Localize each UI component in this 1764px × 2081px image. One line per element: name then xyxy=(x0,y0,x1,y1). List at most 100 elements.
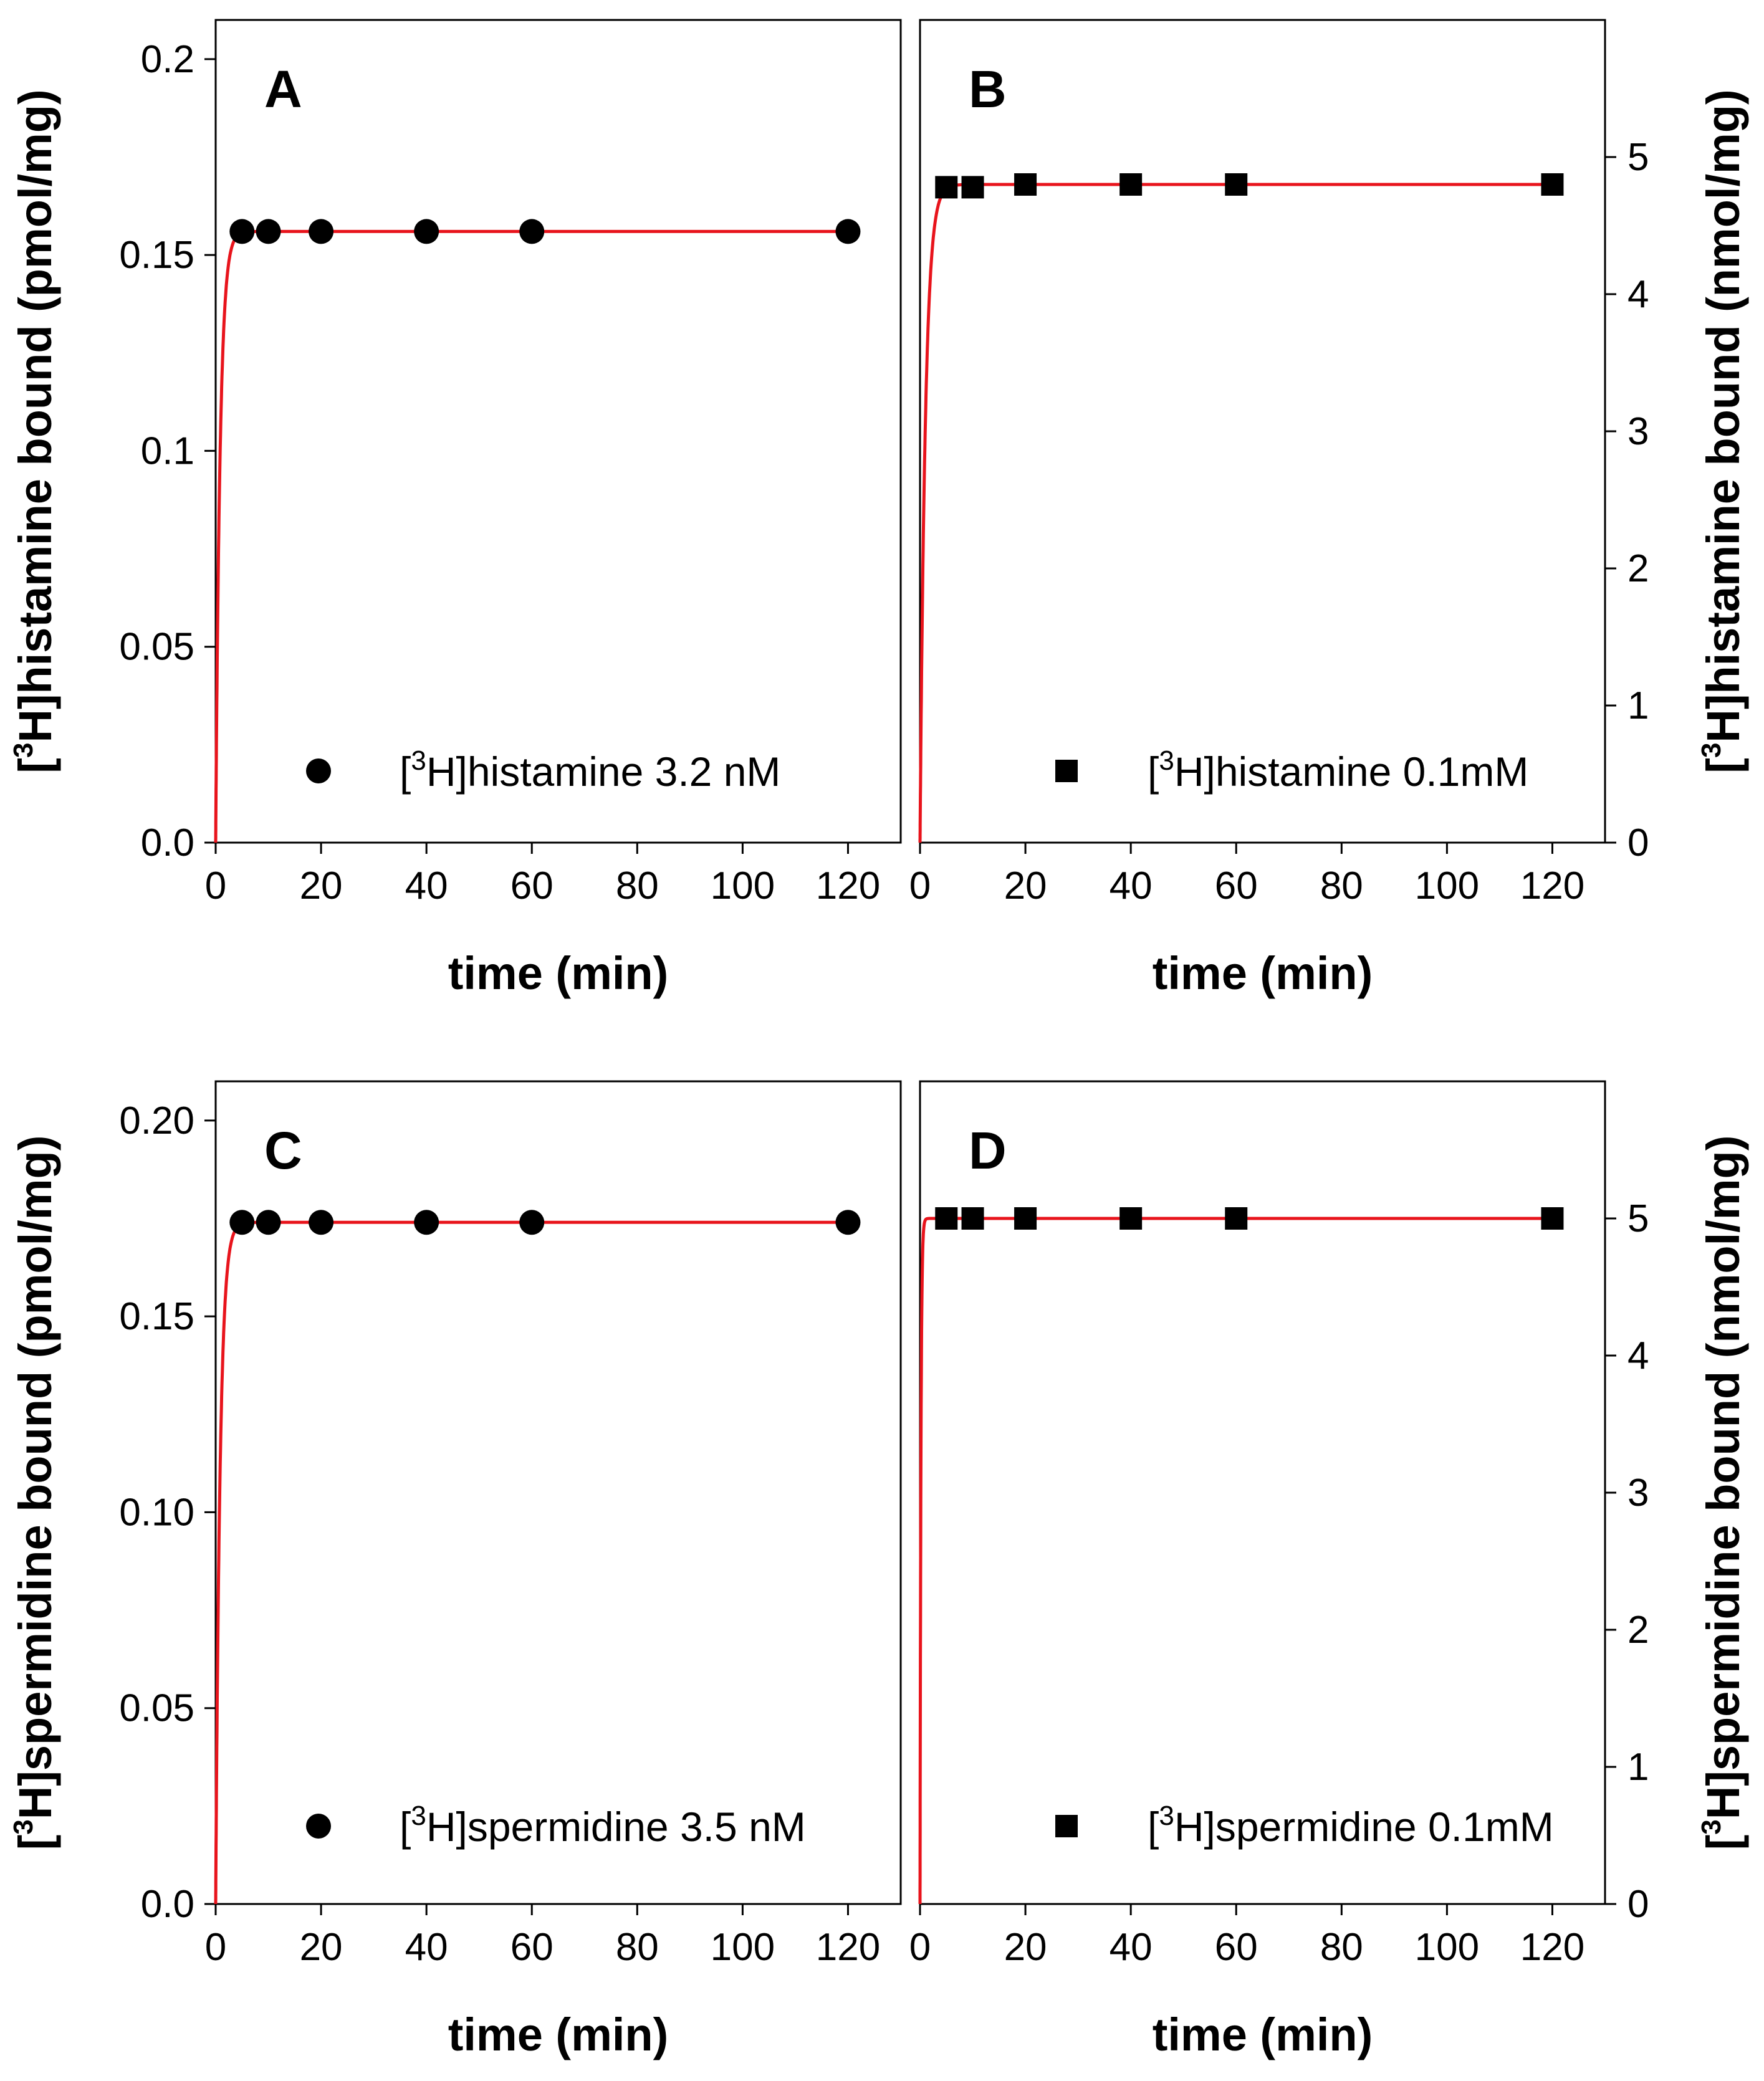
data-point-a xyxy=(309,219,334,244)
data-point-d xyxy=(1119,1207,1143,1230)
x-tick-label-d: 40 xyxy=(1110,1926,1153,1969)
x-tick-label-c: 0 xyxy=(205,1926,226,1969)
x-tick-label-a: 40 xyxy=(405,864,448,907)
y-tick-label-b: 2 xyxy=(1627,547,1649,590)
data-point-c xyxy=(229,1210,255,1235)
y-tick-label-d: 5 xyxy=(1627,1197,1649,1240)
data-point-b xyxy=(1225,173,1248,196)
legend-label-d-pre: [ xyxy=(1148,1804,1159,1850)
y-axis-title-a-sup: 3 xyxy=(8,743,39,758)
x-axis-title-b: time (min) xyxy=(1153,947,1373,999)
x-tick-label-a: 80 xyxy=(616,864,659,907)
plot-frame-b xyxy=(919,19,1606,844)
x-tick-label-a: 0 xyxy=(205,864,226,907)
x-tick-label-c: 40 xyxy=(405,1926,448,1969)
y-axis-title-d: [3H]spermidine bound (nmol/mg) xyxy=(1696,1136,1749,1850)
legend-label-b-sup: 3 xyxy=(1159,745,1174,776)
x-axis-title-c: time (min) xyxy=(448,2009,669,2060)
y-tick-label-d: 3 xyxy=(1627,1471,1649,1514)
x-tick-label-d: 60 xyxy=(1215,1926,1258,1969)
legend-label-a: [3H]histamine 3.2 nM xyxy=(400,745,780,795)
y-tick-label-b: 1 xyxy=(1627,684,1649,727)
x-tick-label-b: 80 xyxy=(1320,864,1363,907)
legend-label-c-sup: 3 xyxy=(411,1801,426,1831)
x-tick-label-c: 120 xyxy=(816,1926,880,1969)
data-point-d xyxy=(1014,1207,1037,1230)
y-axis-title-b: [3H]histamine bound (nmol/mg) xyxy=(1696,89,1749,773)
y-axis-title-b-post: H]histamine bound (nmol/mg) xyxy=(1697,89,1749,742)
fit-curve-a xyxy=(214,229,848,843)
data-point-d xyxy=(1225,1207,1248,1230)
y-axis-title-c-post: H]spermidine bound (pmol/mg) xyxy=(9,1136,61,1820)
x-tick-label-b: 60 xyxy=(1215,864,1258,907)
legend-label-a-post: H]histamine 3.2 nM xyxy=(426,749,781,795)
panel-label-b: B xyxy=(969,60,1007,118)
x-tick-label-d: 80 xyxy=(1320,1926,1363,1969)
x-tick-label-c: 100 xyxy=(711,1926,775,1969)
y-axis-title-d-post: H]spermidine bound (nmol/mg) xyxy=(1697,1136,1749,1820)
legend-label-c-post: H]spermidine 3.5 nM xyxy=(426,1804,806,1850)
data-point-a xyxy=(519,219,545,244)
legend-marker-b xyxy=(1055,760,1078,782)
y-tick-label-a: 0.15 xyxy=(119,234,194,277)
panel-a: 0 20 40 60 80 100 120 0.0 0.05 0.1 0.15 0.2 time (mi… xyxy=(8,19,902,999)
panel-c: 0 20 40 60 80 100 120 0.0 0.05 0.10 0.15 0.20 time (… xyxy=(8,1080,902,2060)
legend-label-d-post: H]spermidine 0.1mM xyxy=(1174,1804,1554,1850)
y-tick-label-a: 0.0 xyxy=(141,821,194,864)
x-tick-label-b: 20 xyxy=(1004,864,1047,907)
y-axis-title-c-sup: 3 xyxy=(8,1819,39,1834)
data-point-a xyxy=(414,219,439,244)
data-point-d xyxy=(1541,1207,1564,1230)
y-tick-label-a: 0.2 xyxy=(141,38,194,81)
data-point-b xyxy=(961,176,984,199)
x-tick-label-c: 20 xyxy=(300,1926,343,1969)
data-point-a xyxy=(229,219,255,244)
plot-frame-c xyxy=(214,1080,902,1905)
y-axis-title-b-sup: 3 xyxy=(1696,743,1727,758)
y-tick-label-d: 2 xyxy=(1627,1609,1649,1652)
data-point-d xyxy=(961,1207,984,1230)
y-axis-title-b-pre: [ xyxy=(1697,758,1749,773)
y-axis-title-a-pre: [ xyxy=(9,758,61,773)
legend-marker-a xyxy=(306,758,331,783)
x-tick-label-d: 0 xyxy=(909,1926,931,1969)
x-tick-label-d: 120 xyxy=(1520,1926,1584,1969)
y-tick-label-c: 0.15 xyxy=(119,1295,194,1338)
panel-label-c: C xyxy=(264,1121,302,1180)
panel-label-a: A xyxy=(264,60,302,118)
x-axis-title-d: time (min) xyxy=(1153,2009,1373,2060)
data-point-b xyxy=(1014,173,1037,196)
x-tick-label-b: 0 xyxy=(909,864,931,907)
x-tick-label-b: 40 xyxy=(1110,864,1153,907)
y-tick-label-b: 0 xyxy=(1627,821,1649,864)
legend-marker-c xyxy=(306,1814,331,1839)
legend-label-c-pre: [ xyxy=(400,1804,411,1850)
y-tick-label-b: 4 xyxy=(1627,273,1649,316)
legend-label-b-post: H]histamine 0.1mM xyxy=(1174,749,1529,795)
y-tick-label-a: 0.05 xyxy=(119,626,194,669)
y-axis-title-c-pre: [ xyxy=(9,1835,61,1850)
y-tick-label-b: 5 xyxy=(1627,136,1649,179)
y-tick-label-d: 0 xyxy=(1627,1883,1649,1926)
x-axis-title-a: time (min) xyxy=(448,947,669,999)
x-tick-label-d: 20 xyxy=(1004,1926,1047,1969)
data-point-d xyxy=(935,1207,958,1230)
x-tick-label-c: 60 xyxy=(511,1926,554,1969)
data-point-c xyxy=(519,1210,545,1235)
legend-marker-d xyxy=(1055,1815,1078,1837)
fit-curve-c xyxy=(214,1220,848,1904)
y-tick-label-d: 4 xyxy=(1627,1334,1649,1377)
data-point-b xyxy=(1119,173,1143,196)
y-tick-label-c: 0.05 xyxy=(119,1687,194,1730)
y-axis-title-c: [3H]spermidine bound (pmol/mg) xyxy=(8,1136,61,1850)
y-axis-title-d-pre: [ xyxy=(1697,1835,1749,1850)
fit-curve-b xyxy=(918,183,1553,843)
y-tick-label-d: 1 xyxy=(1627,1746,1649,1789)
legend-label-b-pre: [ xyxy=(1148,749,1159,795)
data-point-c xyxy=(309,1210,334,1235)
x-tick-label-b: 100 xyxy=(1415,864,1479,907)
panel-label-d: D xyxy=(969,1121,1007,1180)
